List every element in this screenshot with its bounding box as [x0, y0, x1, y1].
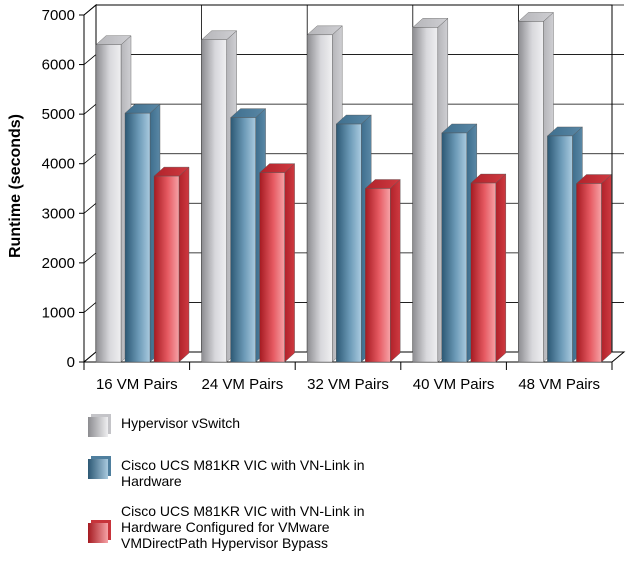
x-tick-label: 40 VM Pairs	[413, 376, 495, 393]
legend-item-hypervisor-vswitch: Hypervisor vSwitch	[88, 415, 488, 441]
bar-front	[307, 34, 333, 363]
x-tick-label: 16 VM Pairs	[96, 376, 178, 393]
bar-0-3	[412, 17, 449, 363]
y-tick-label: 3000	[42, 205, 75, 222]
y-tick-label: 1000	[42, 304, 75, 321]
y-tick-label: 4000	[42, 156, 75, 173]
bar-front	[336, 123, 362, 363]
x-tick-labels: 16 VM Pairs 24 VM Pairs 32 VM Pairs 40 VM P…	[96, 376, 600, 393]
legend-item-vn-link-hardware: Cisco UCS M81KR VIC with VN-Link in Hard…	[88, 457, 488, 489]
x-tick-label: 48 VM Pairs	[518, 376, 600, 393]
bar-front	[124, 112, 151, 363]
bar-front	[441, 132, 467, 363]
legend: Hypervisor vSwitch Cisco UCS M81KR VIC w…	[88, 415, 488, 565]
bar-front	[153, 175, 180, 363]
legend-swatch-blue	[88, 459, 108, 479]
bar-front	[470, 182, 496, 363]
y-tick-labels: 0 1000 2000 3000 4000 5000 6000 7000	[42, 7, 75, 371]
bar-side	[178, 166, 190, 363]
bar-2-0	[153, 166, 190, 363]
bar-front	[259, 172, 285, 363]
bar-2-2	[364, 179, 401, 363]
runtime-bar-chart: 0 1000 2000 3000 4000 5000 6000 7000 16 VM Pair…	[7, 3, 626, 393]
bar-side	[601, 174, 612, 363]
x-tick-label: 32 VM Pairs	[307, 376, 389, 393]
legend-label: Cisco UCS M81KR VIC with VN-Link in Hard…	[121, 503, 365, 551]
bars	[95, 11, 612, 363]
bar-front	[201, 39, 227, 363]
gridline	[83, 4, 624, 16]
bar-front	[230, 117, 256, 363]
y-tick-label: 5000	[42, 106, 75, 123]
legend-label: Hypervisor vSwitch	[121, 415, 241, 431]
y-tick-label: 6000	[42, 57, 75, 74]
y-axis-title: Runtime (seconds)	[7, 114, 24, 258]
left-wall	[83, 3, 97, 364]
y-tick-label: 0	[67, 354, 75, 371]
bar-front	[547, 135, 573, 363]
bar-2-3	[470, 173, 507, 363]
bar-side	[495, 173, 506, 363]
bar-2-1	[259, 163, 296, 363]
bar-front	[576, 183, 602, 363]
legend-swatch-gray	[88, 417, 108, 437]
legend-label: Cisco UCS M81KR VIC with VN-Link in Hard…	[121, 457, 365, 489]
bar-front	[95, 44, 122, 363]
bar-front	[365, 188, 391, 363]
bar-2-4	[575, 174, 612, 363]
legend-item-vmdirectpath-bypass: Cisco UCS M81KR VIC with VN-Link in Hard…	[88, 503, 488, 551]
bar-side	[390, 179, 401, 363]
x-tick-label: 24 VM Pairs	[202, 376, 284, 393]
bar-front	[412, 27, 438, 363]
bar-side	[284, 163, 295, 363]
bar-front	[518, 21, 544, 363]
legend-swatch-red	[88, 523, 108, 543]
y-tick-label: 2000	[42, 255, 75, 272]
y-tick-label: 7000	[42, 7, 75, 24]
